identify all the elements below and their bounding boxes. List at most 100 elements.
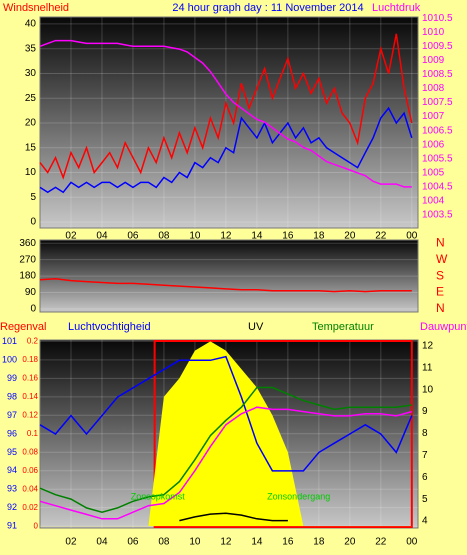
y2-tick-label: 1003.5 xyxy=(422,210,453,221)
y2-tick-label: N xyxy=(436,235,445,249)
x-tick-label: 12 xyxy=(220,537,232,548)
series-label: Temperatuur xyxy=(312,321,374,333)
y2-tick-label: N xyxy=(436,301,445,315)
x-tick-label: 08 xyxy=(158,231,170,242)
y2-tick-label: 1009 xyxy=(422,55,445,66)
y2-tick-label: 1004.5 xyxy=(422,182,453,193)
y-tick-label: 40 xyxy=(25,19,37,30)
y2-tick-label: 1006 xyxy=(422,139,445,150)
y2-tick-label: 1004 xyxy=(422,196,445,207)
y-tick-label: 0.16 xyxy=(22,373,38,382)
y-tick-label: 0.08 xyxy=(22,447,38,456)
y2-tick-label: E xyxy=(436,285,444,299)
line xyxy=(39,278,412,293)
y2-tick-label: 8 xyxy=(422,428,428,439)
x-tick-label: 02 xyxy=(65,537,77,548)
y2-tick-label: 1007.5 xyxy=(422,97,453,108)
y-tick-label: 270 xyxy=(19,254,36,265)
x-tick-label: 12 xyxy=(220,231,232,242)
y3-tick-label: 99 xyxy=(7,373,17,383)
x-tick-label: 20 xyxy=(344,231,356,242)
y-tick-label: 0 xyxy=(30,304,36,315)
y-tick-label: 0.1 xyxy=(27,429,39,438)
y-tick-label: 35 xyxy=(25,43,37,54)
x-tick-label: 10 xyxy=(189,231,201,242)
rain-label: Regenval xyxy=(0,321,46,333)
y2-tick-label: W xyxy=(436,252,448,266)
y2-tick-label: 1007 xyxy=(422,111,445,122)
y3-tick-label: 96 xyxy=(7,428,17,438)
y-tick-label: 0.14 xyxy=(22,392,38,401)
y3-tick-label: 94 xyxy=(7,465,17,475)
x-tick-label: 20 xyxy=(344,537,356,548)
y2-tick-label: 1008.5 xyxy=(422,69,453,80)
pressure-label: Luchtdruk xyxy=(372,2,421,14)
y-tick-label: 360 xyxy=(19,238,36,249)
y2-tick-label: 9 xyxy=(422,406,428,417)
y-tick-label: 0.02 xyxy=(22,503,38,512)
y-tick-label: 0.18 xyxy=(22,355,38,364)
y-tick-label: 15 xyxy=(25,142,37,153)
x-tick-label: 02 xyxy=(65,231,77,242)
x-tick-label: 22 xyxy=(375,537,387,548)
y-tick-label: 180 xyxy=(19,271,36,282)
x-tick-label: 22 xyxy=(375,231,387,242)
x-tick-label: 14 xyxy=(251,231,263,242)
y2-tick-label: S xyxy=(436,268,444,282)
y2-tick-label: 10 xyxy=(422,384,434,395)
y-tick-label: 5 xyxy=(30,192,36,203)
y-tick-label: 0.12 xyxy=(22,410,38,419)
x-tick-label: 00 xyxy=(406,231,418,242)
daylight-box xyxy=(153,340,413,528)
y2-tick-label: 1005.5 xyxy=(422,153,453,164)
series-label: UV xyxy=(248,321,264,333)
x-tick-label: 00 xyxy=(406,537,418,548)
x-tick-label: 06 xyxy=(127,231,139,242)
y-tick-label: 30 xyxy=(25,68,37,79)
area xyxy=(40,341,412,527)
y2-tick-label: 7 xyxy=(422,450,428,461)
x-tick-label: 04 xyxy=(96,537,108,548)
series-label: Dauwpunt xyxy=(420,321,467,333)
line xyxy=(39,355,413,472)
y2-tick-label: 12 xyxy=(422,341,434,352)
x-tick-label: 14 xyxy=(251,537,263,548)
y3-tick-label: 92 xyxy=(7,502,17,512)
y2-tick-label: 5 xyxy=(422,494,428,505)
y3-tick-label: 100 xyxy=(2,355,17,365)
y3-tick-label: 101 xyxy=(2,336,17,346)
annotation: Zonsondergang xyxy=(267,491,330,501)
plot-area xyxy=(39,16,419,229)
y-tick-label: 0.04 xyxy=(22,484,38,493)
y-tick-label: 0 xyxy=(34,521,39,530)
y3-tick-label: 91 xyxy=(7,521,17,531)
x-tick-label: 10 xyxy=(189,537,201,548)
y2-tick-label: 1008 xyxy=(422,83,445,94)
line xyxy=(39,33,413,180)
y2-tick-label: 1005 xyxy=(422,167,445,178)
x-tick-label: 18 xyxy=(313,537,325,548)
line xyxy=(179,512,288,522)
y3-tick-label: 95 xyxy=(7,447,17,457)
x-tick-label: 08 xyxy=(158,537,170,548)
x-tick-label: 16 xyxy=(282,231,294,242)
y3-tick-label: 93 xyxy=(7,484,17,494)
y2-tick-label: 11 xyxy=(422,362,433,373)
y-tick-label: 0.2 xyxy=(27,336,39,345)
y2-tick-label: 4 xyxy=(422,516,428,527)
line xyxy=(39,106,413,194)
y2-tick-label: 6 xyxy=(422,472,428,483)
x-tick-label: 18 xyxy=(313,231,325,242)
y-tick-label: 25 xyxy=(25,93,37,104)
y2-tick-label: 1009.5 xyxy=(422,41,453,52)
line xyxy=(39,386,412,513)
y-tick-label: 0.06 xyxy=(22,466,38,475)
y3-tick-label: 98 xyxy=(7,392,17,402)
series-label: Luchtvochtigheid xyxy=(68,321,151,333)
y-tick-label: 10 xyxy=(25,167,37,178)
y2-tick-label: 1010 xyxy=(422,27,445,38)
line xyxy=(39,39,412,188)
y-tick-label: 90 xyxy=(25,287,37,298)
